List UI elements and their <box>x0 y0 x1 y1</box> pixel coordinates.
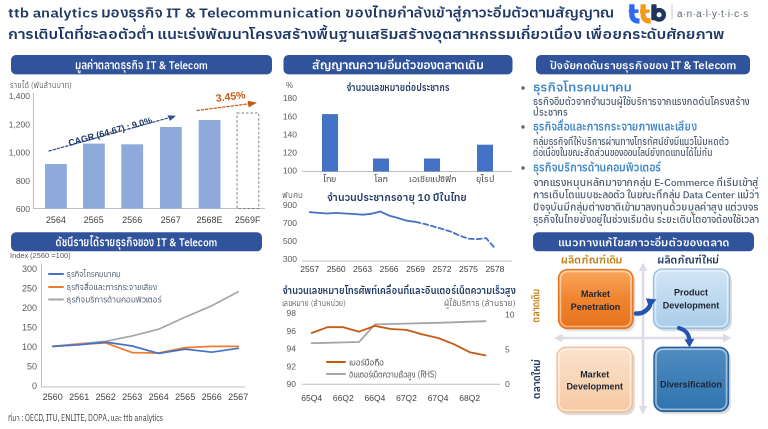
svg-text:a·n·a·l·y·t·i·c·s: a·n·a·l·y·t·i·c·s <box>677 9 749 20</box>
svg-text:66Q4: 66Q4 <box>365 393 386 403</box>
svg-text:200: 200 <box>22 303 37 313</box>
svg-text:2567: 2567 <box>161 215 181 225</box>
svg-text:1,200: 1,200 <box>9 119 31 129</box>
svg-text:100: 100 <box>22 342 37 352</box>
svg-text:150: 150 <box>22 323 37 333</box>
svg-text:0: 0 <box>32 381 37 391</box>
svg-text:Diversification: Diversification <box>660 380 722 390</box>
svg-text:100: 100 <box>283 166 297 176</box>
svg-text:2561: 2561 <box>69 392 89 402</box>
svg-text:900: 900 <box>283 200 297 210</box>
svg-text:120: 120 <box>283 148 297 158</box>
svg-text:10: 10 <box>505 310 515 320</box>
svg-text:Penetration: Penetration <box>571 302 621 312</box>
svg-text:Market: Market <box>581 289 610 299</box>
svg-text:90: 90 <box>287 379 297 389</box>
svg-text:300: 300 <box>283 254 297 264</box>
svg-text:2563: 2563 <box>353 264 372 274</box>
svg-text:(2560 =100): (2560 =100) <box>30 251 71 260</box>
svg-text:2557: 2557 <box>300 264 319 274</box>
svg-text:0: 0 <box>505 379 510 389</box>
svg-text:2566: 2566 <box>380 264 399 274</box>
svg-text:92: 92 <box>287 361 297 371</box>
svg-text:2566: 2566 <box>202 392 222 402</box>
svg-text:2578: 2578 <box>485 264 504 274</box>
svg-text:67Q2: 67Q2 <box>396 393 417 403</box>
svg-text:2567: 2567 <box>228 392 248 402</box>
svg-text:160: 160 <box>283 111 297 121</box>
svg-text:Market: Market <box>580 369 609 379</box>
svg-text:140: 140 <box>283 129 297 139</box>
svg-text:50: 50 <box>27 362 37 372</box>
svg-text:%: % <box>286 81 293 90</box>
svg-text:1,400: 1,400 <box>9 91 31 101</box>
svg-text:94: 94 <box>287 344 297 354</box>
svg-text:2569F: 2569F <box>235 215 261 225</box>
svg-text:2564: 2564 <box>46 215 66 225</box>
svg-text:5: 5 <box>505 345 510 355</box>
svg-text:98: 98 <box>287 308 297 318</box>
svg-text:180: 180 <box>283 93 297 103</box>
svg-text:2566: 2566 <box>122 215 142 225</box>
svg-text:Product: Product <box>674 288 708 298</box>
svg-text:65Q4: 65Q4 <box>301 393 322 403</box>
svg-text:67Q4: 67Q4 <box>428 393 449 403</box>
svg-text:68Q2: 68Q2 <box>459 393 480 403</box>
svg-text:2560: 2560 <box>43 392 63 402</box>
svg-text:2568E: 2568E <box>196 215 222 225</box>
svg-text:Index: Index <box>10 251 29 260</box>
svg-text:1,000: 1,000 <box>9 148 31 158</box>
svg-text:CAGR (64-67) : 9.0%: CAGR (64-67) : 9.0% <box>67 115 153 148</box>
svg-text:2560: 2560 <box>327 264 346 274</box>
svg-text:2563: 2563 <box>122 392 142 402</box>
svg-text:2569: 2569 <box>406 264 425 274</box>
svg-text:Development: Development <box>663 301 720 311</box>
svg-text:3.45%: 3.45% <box>215 89 247 105</box>
svg-text:2565: 2565 <box>84 215 104 225</box>
svg-text:600: 600 <box>16 204 30 214</box>
svg-text:300: 300 <box>22 264 37 274</box>
svg-text:2564: 2564 <box>149 392 169 402</box>
svg-text:2572: 2572 <box>433 264 452 274</box>
svg-text:500: 500 <box>283 236 297 246</box>
svg-text:66Q2: 66Q2 <box>333 393 354 403</box>
svg-text:2562: 2562 <box>96 392 116 402</box>
svg-text:250: 250 <box>22 284 37 294</box>
svg-text:Development: Development <box>566 382 623 392</box>
svg-text:2565: 2565 <box>175 392 195 402</box>
svg-text:800: 800 <box>16 176 30 186</box>
svg-text:700: 700 <box>283 218 297 228</box>
svg-text:2575: 2575 <box>459 264 478 274</box>
svg-text:96: 96 <box>287 326 297 336</box>
